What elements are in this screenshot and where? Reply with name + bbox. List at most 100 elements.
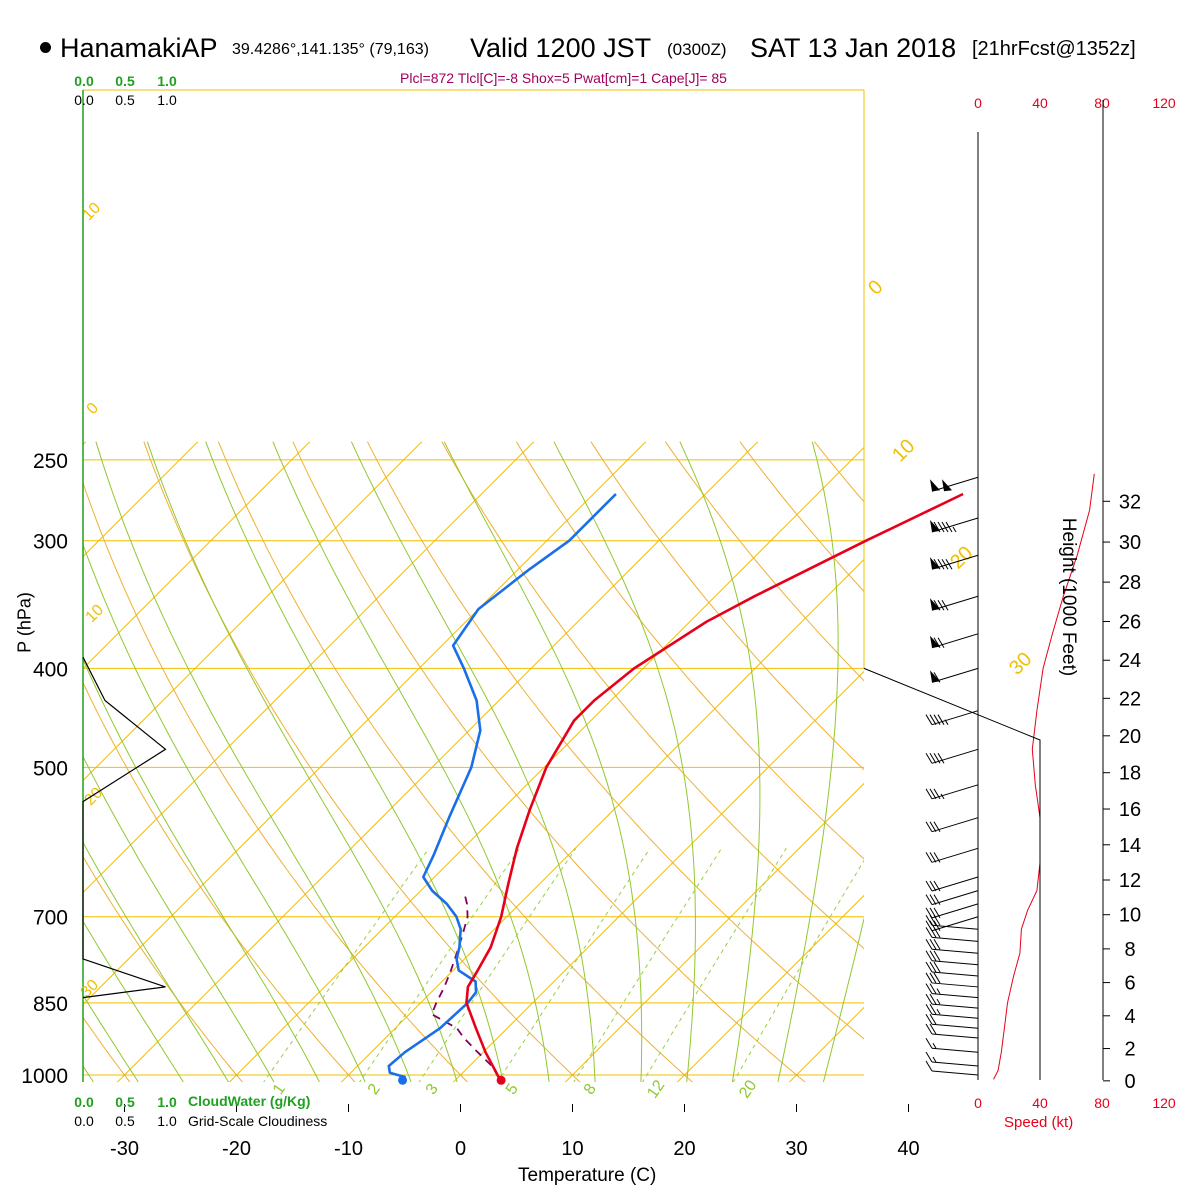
wind-barb <box>930 476 979 492</box>
dry-adiabat <box>366 441 864 1040</box>
mixing-ratio-label: 5 <box>503 1081 522 1098</box>
speed-tick-top: 0 <box>974 95 982 111</box>
moist-adiabat <box>83 543 366 1082</box>
dry-adiabat <box>83 1016 131 1082</box>
cloud-water-tick-top: 1.0 <box>157 73 177 89</box>
mixing-ratio-line <box>642 848 787 1082</box>
mixing-ratio-line <box>732 859 864 1082</box>
dry-adiabat <box>515 441 864 860</box>
dry-adiabat <box>292 441 806 1082</box>
speed-tick-bottom: 80 <box>1094 1095 1110 1111</box>
cloudiness-tick-bottom: 0.5 <box>115 1113 135 1129</box>
wind-barb <box>925 1051 979 1067</box>
cloudiness-tick-bottom: 1.0 <box>157 1113 177 1129</box>
dry-adiabat <box>83 481 469 1082</box>
y-axis-title: P (hPa) <box>14 592 35 653</box>
isotherm-label: 20 <box>82 784 107 809</box>
stability-indices: Plcl=872 Tlcl[C]=-8 Shox=5 Pwat[cm]=1 Ca… <box>400 70 727 86</box>
height-tick-label: 32 <box>1119 491 1141 513</box>
isotherm-line <box>83 441 647 1006</box>
height-tick-label: 0 <box>1124 1071 1135 1093</box>
mixing-ratio-line <box>263 848 430 1082</box>
speed-tick-top: 120 <box>1152 95 1176 111</box>
isotherm-line <box>83 441 423 782</box>
pressure-tick-label: 300 <box>33 531 68 554</box>
isotherm-label: 30 <box>1005 648 1036 679</box>
dewpoint-curve <box>387 493 617 1079</box>
moist-adiabat <box>95 441 412 1082</box>
pressure-tick-label: 850 <box>33 993 68 1016</box>
x-tick-label: 40 <box>897 1138 919 1160</box>
moist-adiabat <box>443 441 643 1082</box>
isotherm-line <box>83 441 535 894</box>
wind-barb <box>925 972 979 988</box>
wind-barb <box>925 1004 979 1019</box>
moist-adiabat <box>146 441 458 1082</box>
height-tick-label: 16 <box>1119 799 1141 821</box>
dry-adiabat <box>441 441 864 950</box>
mixing-ratio-label: 20 <box>736 1077 760 1101</box>
forecast-date: SAT 13 Jan 2018 <box>750 33 957 63</box>
cloudiness-tick-top: 0.0 <box>74 92 94 108</box>
isotherm-label: 20 <box>946 542 977 573</box>
cloud-water-tick-bottom: 0.5 <box>115 1094 135 1110</box>
dry-adiabat <box>1187 442 1200 1097</box>
wind-barb <box>925 983 979 999</box>
wind-barb <box>925 927 979 942</box>
utc-time: (0300Z) <box>667 40 727 59</box>
background-lines <box>83 441 1200 1097</box>
station-coords: 39.4286°,141.135° (79,163) <box>232 41 429 58</box>
wind-barb <box>930 667 979 683</box>
valid-time: Valid 1200 JST <box>470 33 652 63</box>
x-tick-label: 0 <box>455 1138 466 1160</box>
mixing-ratio-label: 8 <box>581 1081 600 1098</box>
cloudiness-tick-bottom: 0.0 <box>74 1113 94 1129</box>
isotherm-line <box>340 558 864 1082</box>
speed-profile <box>993 473 1095 1080</box>
height-tick-label: 14 <box>1119 835 1141 857</box>
cloud-water-tick-bottom: 1.0 <box>157 1094 177 1110</box>
cloudiness-tick-top: 1.0 <box>157 92 177 108</box>
wind-barb <box>925 847 979 863</box>
moist-adiabat <box>205 441 504 1082</box>
pressure-tick-label: 700 <box>33 907 68 930</box>
moist-adiabat <box>864 442 1037 1097</box>
cloud-water-tick-top: 0.5 <box>115 73 135 89</box>
height-tick-label: 8 <box>1124 939 1135 961</box>
dry-adiabat <box>590 441 864 771</box>
isotherm-line <box>999 442 1200 1097</box>
wind-barb <box>925 748 979 764</box>
dry-adiabat <box>664 441 864 682</box>
moist-adiabat <box>83 658 321 1082</box>
height-axis-title: Height (1000 Feet) <box>1058 517 1079 677</box>
height-tick-label: 12 <box>1119 870 1141 892</box>
isotherm-label: 10 <box>83 601 108 626</box>
wind-barb <box>925 993 979 1009</box>
cloud-water-tick-top: 0.0 <box>74 73 94 89</box>
isotherm-label: 0 <box>84 400 102 418</box>
mixing-ratio-line <box>497 848 651 1082</box>
dry-adiabat <box>217 441 694 1082</box>
wind-barb <box>930 554 979 570</box>
surface-dewpoint-dot <box>398 1075 408 1085</box>
mixing-ratio-label: 12 <box>644 1077 668 1101</box>
height-tick-label: 18 <box>1119 763 1141 785</box>
pressure-tick-label: 250 <box>33 450 68 473</box>
x-tick-label: 20 <box>673 1138 695 1160</box>
dry-adiabat <box>143 441 581 1082</box>
isotherm-line <box>228 446 864 1082</box>
pressure-tick-label: 1000 <box>21 1065 68 1088</box>
isotherm-line <box>676 894 864 1082</box>
height-tick-label: 26 <box>1119 612 1141 634</box>
height-tick-label: 28 <box>1119 572 1141 594</box>
dry-adiabat <box>889 442 1200 1097</box>
temperature-curve <box>465 492 964 1078</box>
pressure-tick-label: 500 <box>33 757 68 780</box>
station-name: HanamakiAP <box>60 33 218 63</box>
speed-tick-top: 80 <box>1094 95 1110 111</box>
moist-adiabat <box>83 994 139 1082</box>
cloud-water-title: CloudWater (g/Kg) <box>188 1093 311 1109</box>
wind-barb <box>930 517 979 533</box>
mixing-ratio-line <box>418 848 577 1082</box>
speed-tick-bottom: 120 <box>1152 1095 1176 1111</box>
